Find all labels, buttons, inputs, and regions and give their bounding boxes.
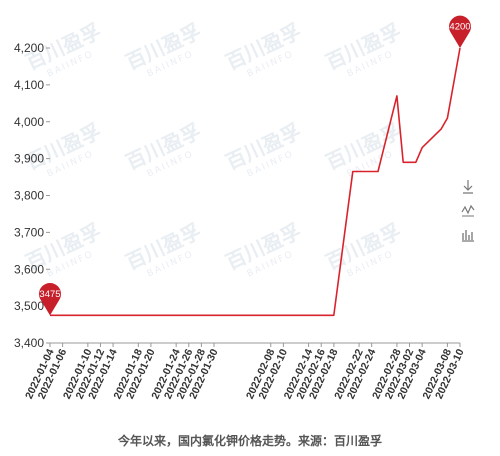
y-tick-label: 3,500 <box>14 299 44 313</box>
x-axis: 2022-01-042022-01-062022-01-102022-01-12… <box>23 342 467 401</box>
y-tick-label: 3,700 <box>14 225 44 239</box>
y-tick-label: 3,400 <box>14 336 44 350</box>
pin-label: 3475 <box>39 289 60 300</box>
y-tick-label: 3,600 <box>14 262 44 276</box>
bar-chart-icon[interactable] <box>462 230 474 242</box>
y-tick-label: 4,000 <box>14 115 44 129</box>
value-pin-marker: 3475 <box>39 283 61 316</box>
value-pin-marker: 4200 <box>449 15 472 49</box>
y-axis: 3,400 3,500 3,600 3,700 3,800 3,900 4,000 4,100… <box>14 41 50 350</box>
chart-toolbar[interactable] <box>461 180 475 242</box>
y-tick-label: 4,200 <box>14 41 44 55</box>
chart-caption: 今年以来，国内氯化钾价格走势。来源：百川盈孚 <box>117 434 382 448</box>
y-tick-label: 3,800 <box>14 189 44 203</box>
series-layer <box>50 47 461 317</box>
y-tick-label: 3,900 <box>14 152 44 166</box>
line-chart-icon[interactable] <box>461 204 475 217</box>
download-icon[interactable] <box>463 180 473 194</box>
y-tick-label: 4,100 <box>14 78 44 92</box>
pin-label: 4200 <box>449 22 470 33</box>
price-line <box>50 47 461 317</box>
markers-layer: 3475 4200 <box>39 15 472 316</box>
